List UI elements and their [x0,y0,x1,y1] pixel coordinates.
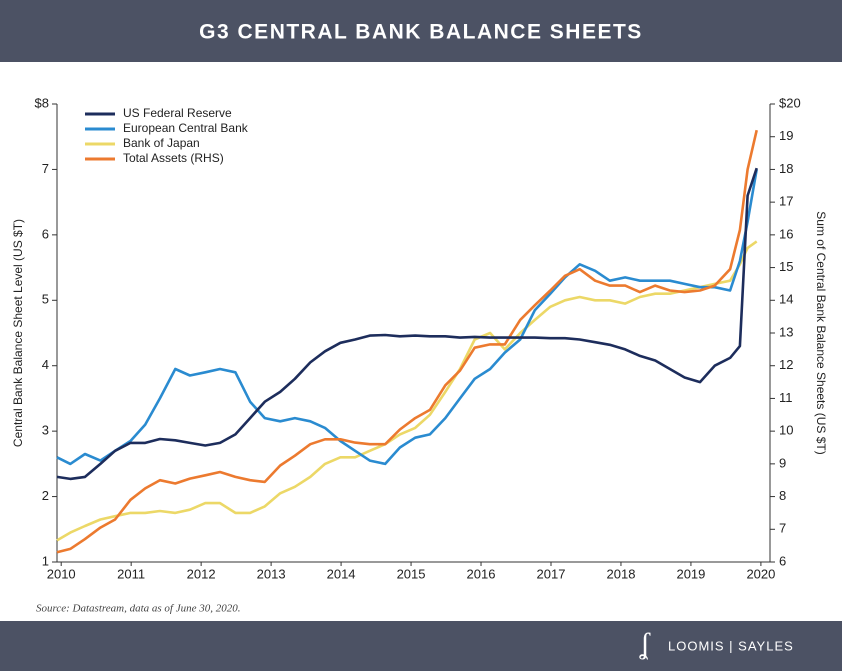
series-line [56,169,758,466]
legend-label: European Central Bank [123,121,249,135]
x-tick-label: 2018 [607,566,636,581]
y2-tick-label: 16 [779,226,793,241]
y-tick-label: 2 [42,488,49,503]
legend-label: Bank of Japan [123,136,200,150]
y2-tick-label: 14 [779,292,793,307]
x-tick-label: 2012 [187,566,216,581]
series-line [56,129,758,554]
legend-label: Total Assets (RHS) [123,151,224,165]
y2-axis-label: Sum of Central Bank Balance Sheets (US $… [814,211,828,454]
y-tick-label: 4 [42,357,49,372]
y-axis-label: Central Bank Balance Sheet Level (US $T) [11,219,25,447]
y-tick-label: 3 [42,423,49,438]
y-tick-label: 5 [42,292,49,307]
x-tick-label: 2019 [676,566,705,581]
x-tick-label: 2015 [397,566,426,581]
y2-tick-label: 12 [779,357,793,372]
brand-name: LOOMIS | SAYLES [668,638,794,653]
x-tick-label: 2010 [47,566,76,581]
y-tick-label: 6 [42,226,49,241]
y2-tick-label: 6 [779,553,786,568]
header-band [0,0,842,62]
x-tick-label: 2014 [327,566,356,581]
y-tick-label: 1 [42,553,49,568]
x-tick-label: 2017 [537,566,566,581]
y2-tick-label: 7 [779,521,786,536]
chart-title: G3 CENTRAL BANK BALANCE SHEETS [199,21,643,44]
y2-tick-label: 10 [779,423,793,438]
x-tick-label: 2016 [467,566,496,581]
x-tick-label: 2020 [746,566,775,581]
y2-tick-label: 13 [779,324,793,339]
source-note: Source: Datastream, data as of June 30, … [36,603,241,615]
x-tick-label: 2013 [257,566,286,581]
y2-tick-label: 8 [779,488,786,503]
footer-band [0,621,842,671]
y-tick-label: 7 [42,161,49,176]
y2-tick-label: 18 [779,161,793,176]
y2-tick-label: 15 [779,259,793,274]
y2-tick-label: 9 [779,455,786,470]
y2-tick-label: 19 [779,128,793,143]
logo-mark: ʆ [639,627,651,660]
y2-tick-label: $20 [779,95,801,110]
series-line [56,167,758,481]
y-tick-label: $8 [35,95,49,110]
y2-tick-label: 11 [779,390,793,405]
legend-label: US Federal Reserve [123,106,232,120]
x-tick-label: 2011 [117,566,145,581]
y2-tick-label: 17 [779,194,793,209]
series-line [56,240,758,542]
